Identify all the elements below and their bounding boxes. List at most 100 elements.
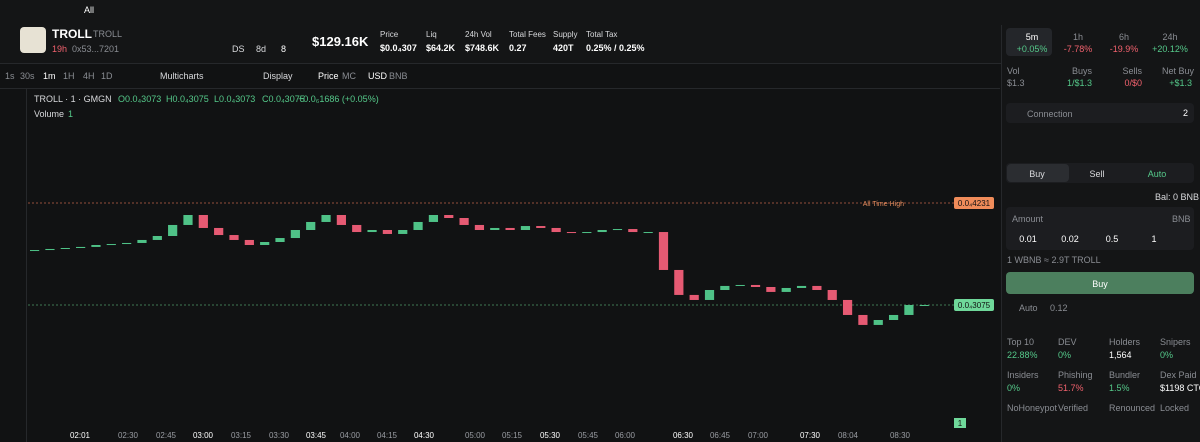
candle (183, 215, 193, 225)
audit-label: Bundler (1109, 370, 1141, 380)
amount-bg (1006, 207, 1194, 250)
candle (306, 221, 316, 230)
token-age: 19h (52, 44, 68, 54)
timeframe-change[interactable]: +0.05% (1016, 44, 1048, 54)
audit-label: Holders (1109, 337, 1141, 347)
candle (352, 224, 362, 233)
time-label: 03:00 (193, 431, 214, 440)
price-toggle[interactable]: Price (318, 71, 339, 81)
legend-volume: Volume (34, 109, 65, 119)
ath-tag (954, 197, 994, 209)
last-tag-label: 0.0₄3075 (958, 301, 991, 310)
audit-label: Verified (1058, 403, 1089, 413)
legend-ohlc: L0.0₄3073 (214, 94, 256, 104)
legend-change: +0.0₆1686 (+0.05%) (298, 94, 379, 104)
avatar (20, 27, 46, 53)
candle (766, 287, 776, 292)
token-ds: DS (232, 44, 245, 54)
usd-toggle[interactable]: USD (368, 71, 388, 81)
preset[interactable]: 1 (1151, 234, 1157, 244)
activity-value: $1.3 (1007, 78, 1025, 88)
display[interactable]: Display (263, 71, 293, 81)
time-label: 05:00 (465, 431, 486, 440)
timeframe-change[interactable]: -7.78% (1063, 44, 1093, 54)
trade-tab[interactable]: Sell (1089, 169, 1105, 179)
time-label: 05:45 (578, 431, 599, 440)
time-label: 06:30 (673, 431, 694, 440)
multicharts[interactable]: Multicharts (160, 71, 204, 81)
candle (704, 290, 715, 300)
timeframe-label[interactable]: 6h (1118, 32, 1129, 42)
timeframe-label[interactable]: 24h (1162, 32, 1178, 42)
candle (505, 227, 515, 230)
interval[interactable]: 1m (43, 71, 56, 81)
candle (796, 285, 807, 288)
mc-toggle[interactable]: MC (342, 71, 356, 81)
bnb-toggle[interactable]: BNB (389, 71, 408, 81)
interval[interactable]: 1D (101, 71, 113, 81)
candle (750, 284, 761, 287)
tab-active (1007, 164, 1069, 182)
trade-tab[interactable]: Buy (1029, 169, 1045, 179)
buy-button-text[interactable]: Buy (1092, 279, 1108, 289)
activity-label: Sells (1122, 66, 1142, 76)
rate: 1 WBNB ≈ 2.9T TROLL (1007, 255, 1101, 265)
candle (290, 230, 300, 239)
trade-tab[interactable]: Auto (1147, 169, 1167, 179)
toolbar-bg (0, 64, 1000, 89)
token-days: 8d (256, 44, 267, 54)
candle (689, 294, 699, 300)
timeframe-label[interactable]: 5m (1025, 32, 1039, 42)
candle (106, 244, 116, 246)
candle (30, 250, 40, 252)
preset[interactable]: 0.02 (1061, 234, 1079, 244)
candle (122, 242, 132, 245)
volume-tag-label: 1 (958, 419, 963, 428)
candle (428, 215, 439, 222)
candle (888, 314, 899, 320)
candle (444, 215, 454, 218)
interval[interactable]: 1H (63, 71, 75, 81)
connection[interactable]: Connection (1027, 109, 1073, 119)
candle (321, 215, 331, 222)
time-label: 07:30 (800, 431, 821, 440)
audit-value: 22.88% (1007, 350, 1038, 360)
activity-value: 1/$1.3 (1066, 78, 1092, 88)
candle (214, 227, 224, 236)
candle (152, 236, 162, 240)
buy-button (1006, 272, 1194, 294)
candle (536, 226, 546, 228)
interval[interactable]: 1s (5, 71, 15, 81)
candle (781, 287, 791, 292)
candle (198, 215, 208, 228)
time-label: 04:15 (377, 431, 398, 440)
candle (720, 285, 730, 290)
time-label: 04:30 (414, 431, 435, 440)
stat-label: Total Fees (509, 30, 546, 39)
candle (582, 232, 592, 234)
timeframe-change[interactable]: +20.12% (1152, 44, 1188, 54)
candle (827, 290, 837, 300)
preset[interactable]: 0.01 (1019, 234, 1037, 244)
interval[interactable]: 30s (20, 71, 35, 81)
candle (597, 230, 607, 233)
candle (367, 230, 377, 233)
audit-label: Insiders (1007, 370, 1039, 380)
candle (60, 248, 70, 249)
timeframe-change[interactable]: -19.9% (1109, 44, 1139, 54)
balance: Bal: 0 BNB (1155, 192, 1200, 202)
audit-value: 51.7% (1058, 383, 1084, 393)
stat-value: $0.0₄307 (380, 43, 417, 53)
currency: BNB (1172, 214, 1191, 224)
ath-tag-label: 0.0₄4231 (958, 199, 991, 208)
time-label: 02:45 (156, 431, 177, 440)
auto[interactable]: Auto (1019, 303, 1038, 313)
candle (858, 314, 868, 325)
audit-label: Renounced (1109, 403, 1156, 413)
preset[interactable]: 0.5 (1105, 234, 1119, 244)
timeframe-label[interactable]: 1h (1072, 32, 1083, 42)
stat-value: 0.25% / 0.25% (586, 43, 645, 53)
interval[interactable]: 4H (83, 71, 95, 81)
time-label: 06:45 (710, 431, 731, 440)
stat-value: 0.27 (509, 43, 527, 53)
